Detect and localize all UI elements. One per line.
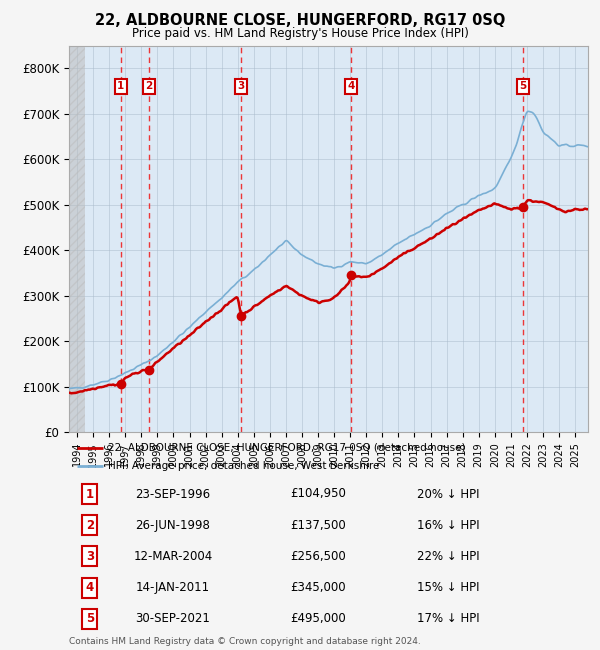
Text: 5: 5 (86, 612, 94, 625)
Text: 3: 3 (86, 550, 94, 563)
Text: 1: 1 (86, 488, 94, 500)
Text: £345,000: £345,000 (290, 581, 346, 594)
Text: Price paid vs. HM Land Registry's House Price Index (HPI): Price paid vs. HM Land Registry's House … (131, 27, 469, 40)
Text: 22% ↓ HPI: 22% ↓ HPI (416, 550, 479, 563)
Text: 23-SEP-1996: 23-SEP-1996 (135, 488, 211, 500)
Text: 16% ↓ HPI: 16% ↓ HPI (416, 519, 479, 532)
Text: 12-MAR-2004: 12-MAR-2004 (133, 550, 212, 563)
Text: 17% ↓ HPI: 17% ↓ HPI (416, 612, 479, 625)
Text: 3: 3 (238, 81, 245, 91)
Text: 15% ↓ HPI: 15% ↓ HPI (416, 581, 479, 594)
Text: 2: 2 (146, 81, 153, 91)
Text: 2: 2 (86, 519, 94, 532)
Text: 20% ↓ HPI: 20% ↓ HPI (416, 488, 479, 500)
Text: £495,000: £495,000 (290, 612, 346, 625)
Text: 26-JUN-1998: 26-JUN-1998 (136, 519, 210, 532)
Bar (69, 46, 85, 432)
Text: 22, ALDBOURNE CLOSE, HUNGERFORD, RG17 0SQ (detached house): 22, ALDBOURNE CLOSE, HUNGERFORD, RG17 0S… (108, 443, 466, 452)
Text: £256,500: £256,500 (290, 550, 346, 563)
Text: 4: 4 (86, 581, 94, 594)
Text: £104,950: £104,950 (290, 488, 346, 500)
Text: 30-SEP-2021: 30-SEP-2021 (136, 612, 210, 625)
Text: 1: 1 (117, 81, 125, 91)
Text: 14-JAN-2011: 14-JAN-2011 (136, 581, 210, 594)
Text: 22, ALDBOURNE CLOSE, HUNGERFORD, RG17 0SQ: 22, ALDBOURNE CLOSE, HUNGERFORD, RG17 0S… (95, 13, 505, 28)
Text: 5: 5 (519, 81, 527, 91)
Text: £137,500: £137,500 (290, 519, 346, 532)
Text: HPI: Average price, detached house, West Berkshire: HPI: Average price, detached house, West… (108, 462, 379, 471)
Text: Contains HM Land Registry data © Crown copyright and database right 2024.: Contains HM Land Registry data © Crown c… (69, 637, 421, 646)
Text: 4: 4 (347, 81, 355, 91)
